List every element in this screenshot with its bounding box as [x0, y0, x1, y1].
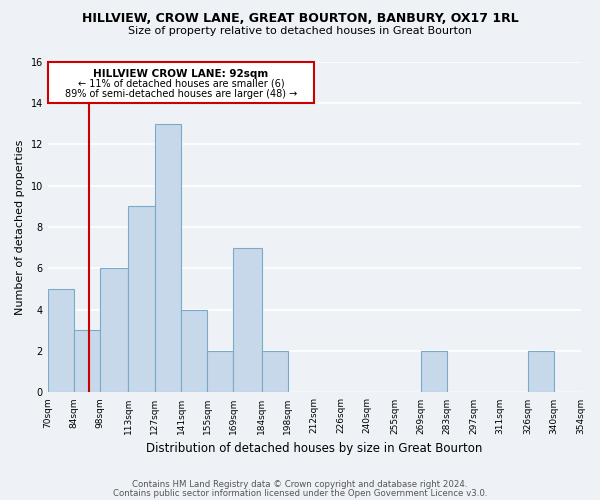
Bar: [48, 62, 314, 103]
Y-axis label: Number of detached properties: Number of detached properties: [15, 140, 25, 314]
Bar: [528, 351, 554, 393]
Text: Contains public sector information licensed under the Open Government Licence v3: Contains public sector information licen…: [113, 490, 487, 498]
Text: 89% of semi-detached houses are larger (48) →: 89% of semi-detached houses are larger (…: [65, 90, 297, 100]
Bar: [48, 289, 74, 393]
Bar: [128, 206, 155, 392]
Text: ← 11% of detached houses are smaller (6): ← 11% of detached houses are smaller (6): [77, 78, 284, 88]
Bar: [262, 351, 288, 393]
Text: HILLVIEW CROW LANE: 92sqm: HILLVIEW CROW LANE: 92sqm: [94, 68, 269, 78]
Text: HILLVIEW, CROW LANE, GREAT BOURTON, BANBURY, OX17 1RL: HILLVIEW, CROW LANE, GREAT BOURTON, BANB…: [82, 12, 518, 26]
Bar: [233, 248, 262, 392]
Text: Contains HM Land Registry data © Crown copyright and database right 2024.: Contains HM Land Registry data © Crown c…: [132, 480, 468, 489]
Bar: [207, 351, 233, 393]
Bar: [421, 351, 448, 393]
Bar: [100, 268, 128, 392]
X-axis label: Distribution of detached houses by size in Great Bourton: Distribution of detached houses by size …: [146, 442, 482, 455]
Text: Size of property relative to detached houses in Great Bourton: Size of property relative to detached ho…: [128, 26, 472, 36]
Bar: [181, 310, 207, 392]
Bar: [74, 330, 100, 392]
Bar: [155, 124, 181, 392]
